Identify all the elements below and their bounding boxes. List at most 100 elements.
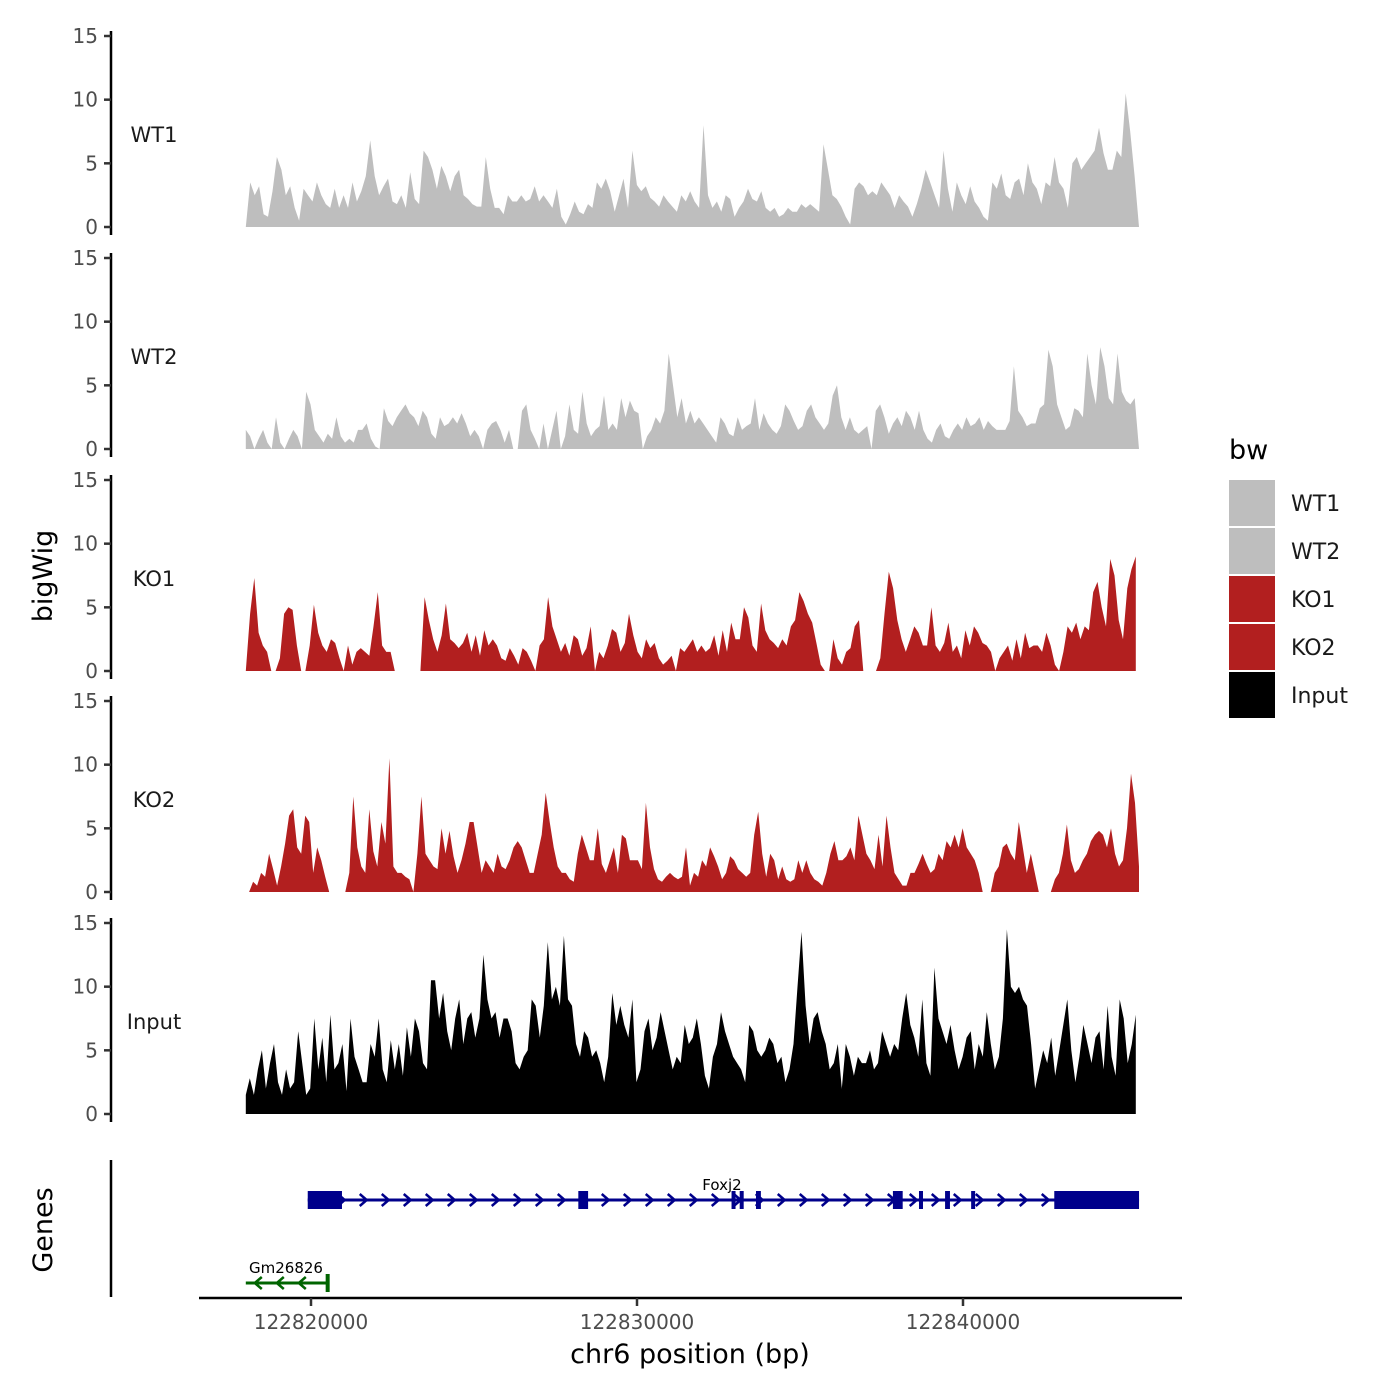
exon: [731, 1191, 736, 1209]
exon: [755, 1191, 761, 1209]
exon: [892, 1191, 903, 1209]
legend-label-ko1: KO1: [1291, 588, 1336, 613]
track-label: Input: [127, 1010, 181, 1034]
strand-arrow: [252, 1276, 263, 1290]
strand-arrow: [274, 1276, 285, 1290]
strand-arrow: [600, 1193, 611, 1207]
strand-arrow: [996, 1193, 1007, 1207]
strand-arrow: [380, 1193, 391, 1207]
legend-label-ko2: KO2: [1291, 636, 1336, 661]
track-wt1: 0 5 10 15 WT1: [73, 24, 1140, 239]
signal-area-input: [245, 929, 1136, 1114]
legend-swatch-wt1: [1229, 480, 1275, 526]
x-tick-label: 122840000: [906, 1310, 1021, 1334]
gene-foxj2: Foxj2: [307, 1176, 1140, 1209]
y-tick-label: 10: [73, 975, 98, 999]
strand-arrow: [710, 1193, 721, 1207]
y-tick-label: 5: [85, 151, 98, 175]
strand-arrow: [358, 1193, 369, 1207]
bigwig-tracks: 0 5 10 15 WT1 0 5 10 15 WT2 0 5 10 15 KO1 0 5 10 15 KO2 0 5 10…: [73, 24, 1140, 1126]
y-tick-label: 5: [85, 1038, 98, 1062]
strand-arrow: [776, 1193, 787, 1207]
gene-label: Gm26826: [249, 1259, 323, 1277]
y-tick-label: 15: [73, 24, 98, 48]
strand-arrow: [820, 1193, 831, 1207]
legend-swatch-ko1: [1229, 576, 1275, 622]
y-axis-title-genes: Genes: [28, 1187, 59, 1272]
track-ko2: 0 5 10 15 KO2: [73, 689, 1140, 904]
y-tick-label: 5: [85, 373, 98, 397]
strand-arrow: [468, 1193, 479, 1207]
exon: [325, 1274, 330, 1292]
x-axis-title: chr6 position (bp): [570, 1339, 810, 1370]
signal-area-ko1: [245, 556, 1136, 671]
y-tick-label: 5: [85, 816, 98, 840]
strand-arrow: [798, 1193, 809, 1207]
strand-arrow: [688, 1193, 699, 1207]
strand-arrow: [974, 1193, 985, 1207]
y-tick-label: 0: [85, 880, 98, 904]
strand-arrow: [446, 1193, 457, 1207]
strand-arrow: [842, 1193, 853, 1207]
y-tick-label: 5: [85, 595, 98, 619]
track-label: WT2: [131, 345, 178, 369]
y-tick-label: 0: [85, 437, 98, 461]
y-tick-label: 0: [85, 659, 98, 683]
strand-arrow: [534, 1193, 545, 1207]
y-tick-label: 15: [73, 911, 98, 935]
strand-arrow: [424, 1193, 435, 1207]
x-tick-label: 122820000: [254, 1310, 369, 1334]
legend: bw WT1 WT2 KO1 KO2 Input: [1229, 435, 1348, 718]
legend-swatch-ko2: [1229, 624, 1275, 670]
strand-arrow: [864, 1193, 875, 1207]
y-axis-title-bigwig: bigWig: [28, 530, 59, 623]
track-wt2: 0 5 10 15 WT2: [73, 246, 1140, 461]
genes-panel: Foxj2 Gm26826: [109, 1160, 1140, 1297]
legend-swatch-wt2: [1229, 528, 1275, 574]
strand-arrow: [402, 1193, 413, 1207]
strand-arrow: [512, 1193, 523, 1207]
exon: [945, 1191, 950, 1209]
track-label: WT1: [131, 123, 178, 147]
y-tick-label: 15: [73, 468, 98, 492]
y-tick-label: 10: [73, 532, 98, 556]
legend-label-wt2: WT2: [1291, 540, 1340, 565]
x-tick-label: 122830000: [580, 1310, 695, 1334]
gene-gm26826: Gm26826: [245, 1259, 330, 1292]
strand-arrow: [556, 1193, 567, 1207]
y-tick-label: 15: [73, 689, 98, 713]
exon: [578, 1191, 589, 1209]
exon: [739, 1191, 744, 1209]
exon: [307, 1191, 342, 1209]
y-tick-label: 0: [85, 215, 98, 239]
legend-label-input: Input: [1291, 684, 1348, 709]
exon: [971, 1191, 976, 1209]
strand-arrow: [1018, 1193, 1029, 1207]
strand-arrow: [296, 1276, 307, 1290]
exon: [1054, 1191, 1140, 1209]
legend-title: bw: [1229, 435, 1268, 466]
track-input: 0 5 10 15 Input: [73, 911, 1136, 1126]
track-label: KO2: [133, 788, 176, 812]
strand-arrow: [490, 1193, 501, 1207]
x-axis: 122820000 122830000 122840000: [199, 1296, 1182, 1334]
legend-swatch-input: [1229, 672, 1275, 718]
y-tick-label: 10: [73, 88, 98, 112]
exon: [918, 1191, 923, 1209]
signal-area-wt1: [245, 93, 1140, 227]
y-tick-label: 0: [85, 1102, 98, 1126]
strand-arrow: [1040, 1193, 1051, 1207]
signal-area-ko2: [249, 758, 1140, 892]
strand-arrow: [644, 1193, 655, 1207]
track-label: KO1: [133, 567, 176, 591]
strand-arrow: [930, 1193, 941, 1207]
y-tick-label: 10: [73, 310, 98, 334]
strand-arrow: [622, 1193, 633, 1207]
strand-arrow: [666, 1193, 677, 1207]
gene-label: Foxj2: [702, 1176, 741, 1194]
signal-area-wt2: [245, 347, 1140, 449]
track-ko1: 0 5 10 15 KO1: [73, 468, 1136, 683]
legend-label-wt1: WT1: [1291, 492, 1340, 517]
strand-arrow: [908, 1193, 919, 1207]
